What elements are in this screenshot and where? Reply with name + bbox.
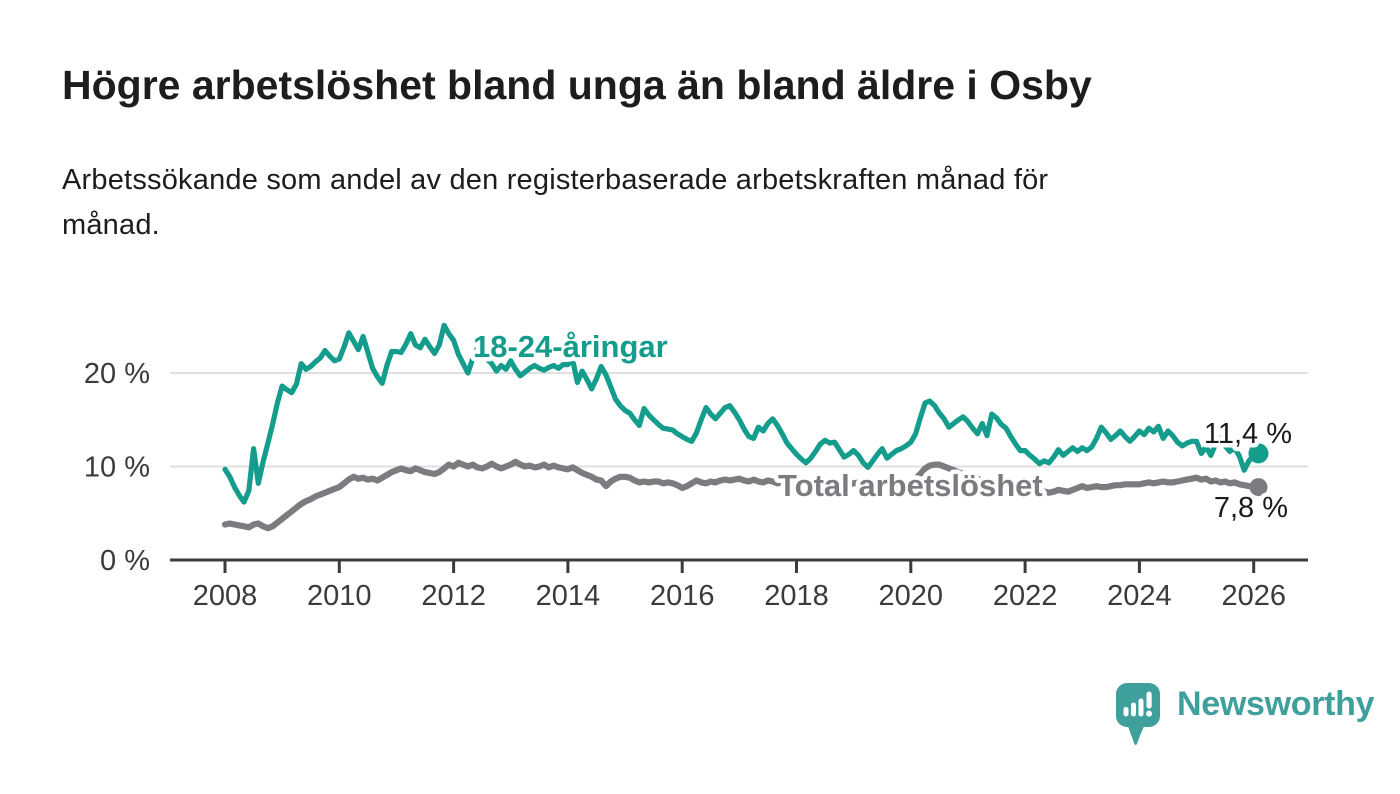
end-value-label-total: 7,8 % (1214, 492, 1288, 524)
x-tick-label-2008: 2008 (193, 580, 258, 612)
series-line-total (221, 458, 1262, 532)
page-title: Högre arbetslöshet bland unga än bland ä… (62, 62, 1092, 108)
series-end-dot-youth (1248, 443, 1269, 464)
x-tick-label-2024: 2024 (1107, 580, 1172, 612)
series-line-youth (222, 322, 1262, 505)
series-label-youth: 18-24-åringar (473, 329, 668, 364)
series-end-dot-total (1249, 478, 1268, 497)
newsworthy-logo: Newsworthy (1115, 682, 1375, 748)
y-axis-label-20: 20 % (84, 358, 150, 390)
x-tick-label-2020: 2020 (879, 580, 944, 612)
subtitle-line-2: månad. (62, 209, 160, 241)
chart-subtitle: Arbetssökande som andel av den registerb… (62, 158, 1048, 248)
series-label-total: Total arbetslöshet (778, 468, 1043, 503)
y-axis-label-10: 10 % (84, 452, 150, 484)
subtitle-line-1: Arbetssökande som andel av den registerb… (62, 164, 1049, 196)
x-tick-label-2010: 2010 (307, 580, 372, 612)
x-tick-label-2012: 2012 (421, 580, 486, 612)
x-tick-label-2018: 2018 (764, 580, 829, 612)
x-tick-label-2016: 2016 (650, 580, 715, 612)
x-tick-label-2014: 2014 (536, 580, 601, 612)
newsworthy-logo-icon (1116, 683, 1160, 745)
x-tick-label-2026: 2026 (1221, 580, 1286, 612)
y-axis-label-0: 0 % (100, 545, 150, 577)
end-value-label-youth: 11,4 % (1204, 418, 1292, 450)
newsworthy-logo-text: Newsworthy (1177, 685, 1375, 723)
x-tick-label-2022: 2022 (993, 580, 1058, 612)
